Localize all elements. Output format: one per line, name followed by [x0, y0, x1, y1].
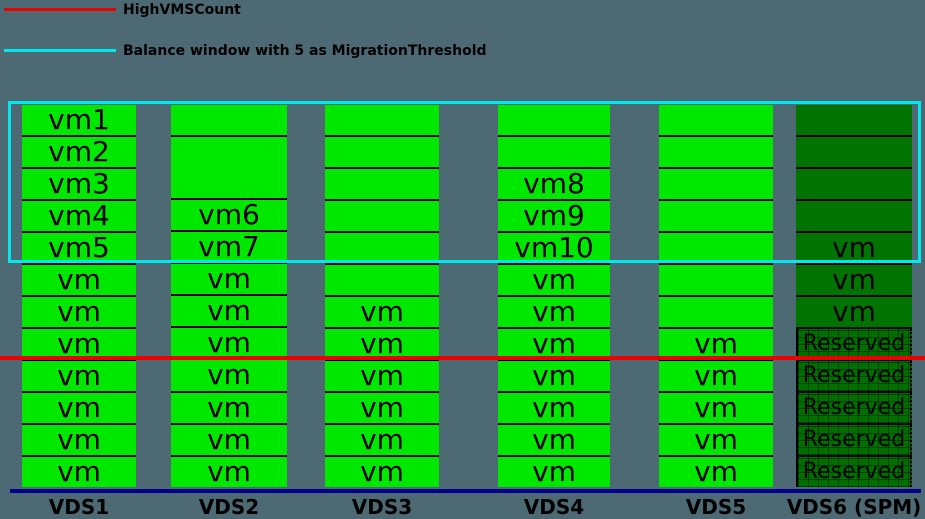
- empty-slot-cell: [659, 105, 773, 137]
- vm-cell: vm: [171, 456, 287, 488]
- vm-cell: vm: [325, 297, 439, 329]
- vm-cell: vm9: [498, 201, 610, 233]
- empty-slot-cell: [325, 137, 439, 169]
- host-column-vds1: vm1 vm2 vm3 vm4 vm5 vm vm vm vm vm vm vm: [22, 105, 136, 487]
- vm-cell: vm: [22, 297, 136, 329]
- vm-cell: vm: [171, 328, 287, 361]
- vm-cell: vm: [22, 425, 136, 457]
- vm-cell: vm: [325, 361, 439, 393]
- vm-cell: vm: [171, 263, 287, 297]
- host-column-vds2: vm6 vm7 vm vm vm vm vm vm vm: [171, 105, 287, 488]
- host-label-vds6-spm: VDS6 (SPM): [786, 495, 922, 519]
- vm-cell: vm: [659, 329, 773, 361]
- vm-cell: vm: [498, 425, 610, 457]
- host-column-vds3: vm vm vm vm vm vm: [325, 105, 439, 487]
- vm-cell: vm: [22, 329, 136, 361]
- empty-slot-cell: [171, 105, 287, 138]
- empty-slot-cell: [325, 265, 439, 297]
- vm-cell: vm: [498, 457, 610, 487]
- empty-slot-cell: [325, 105, 439, 137]
- empty-slot-cell: [659, 137, 773, 169]
- empty-slot-cell: [659, 297, 773, 329]
- empty-slot-cell: [325, 169, 439, 201]
- empty-slot-cell: [659, 233, 773, 265]
- empty-slot-cell: [796, 137, 912, 169]
- empty-slot-cell: [659, 201, 773, 233]
- vm-cell: vm: [498, 265, 610, 297]
- empty-slot-cell: [325, 201, 439, 233]
- empty-slot-cell: [498, 137, 610, 169]
- host-column-vds4: vm8 vm9 vm10 vm vm vm vm vm vm vm: [498, 105, 610, 487]
- balance-window-legend-line: [4, 49, 116, 52]
- vm-cell: vm: [22, 393, 136, 425]
- vm-cell: vm3: [22, 169, 136, 201]
- vm-cell: vm4: [22, 201, 136, 233]
- hosts-baseline: [10, 489, 921, 493]
- empty-slot-cell: [796, 201, 912, 233]
- vm-cell: vm: [659, 393, 773, 425]
- vm-cell: vm: [171, 296, 287, 329]
- host-label-vds3: VDS3: [351, 495, 413, 519]
- host-column-vds5: vm vm vm vm vm: [659, 105, 773, 487]
- high-vms-count-legend-line: [4, 8, 116, 11]
- vm-cell: vm: [22, 457, 136, 487]
- vm-cell: vm: [659, 457, 773, 487]
- empty-slot-cell: [796, 105, 912, 137]
- reserved-cell: Reserved: [796, 329, 912, 361]
- vm-cell: vm: [22, 265, 136, 297]
- legend-label: Balance window with 5 as MigrationThresh…: [123, 43, 487, 59]
- vm-cell: vm7: [171, 231, 287, 264]
- vm-cell: vm: [171, 392, 287, 425]
- vm-cell: vm6: [171, 199, 287, 232]
- vm-cell: vm: [659, 361, 773, 393]
- empty-slot-cell: [796, 169, 912, 201]
- high-vms-count-line: [0, 356, 925, 360]
- host-label-vds2: VDS2: [198, 495, 260, 519]
- reserved-cell: Reserved: [796, 425, 912, 457]
- empty-slot-cell: [498, 105, 610, 137]
- vm-cell: vm: [325, 425, 439, 457]
- host-label-vds4: VDS4: [523, 495, 585, 519]
- empty-slot-cell: [171, 137, 287, 200]
- reserved-cell: Reserved: [796, 457, 912, 487]
- vm-cell: vm: [659, 425, 773, 457]
- empty-slot-cell: [659, 169, 773, 201]
- vm-cell: vm1: [22, 105, 136, 137]
- balance-window-outline: [8, 101, 921, 263]
- vm-cell: vm5: [22, 233, 136, 265]
- vm-cell: vm: [171, 424, 287, 457]
- vm-cell: vm: [498, 393, 610, 425]
- empty-slot-cell: [659, 265, 773, 297]
- host-column-vds6-spm: vm vm vm Reserved Reserved Reserved Reserved Re…: [796, 105, 912, 487]
- vm-cell: vm: [22, 361, 136, 393]
- vm-cell: vm: [796, 233, 912, 265]
- vm-cell: vm8: [498, 169, 610, 201]
- reserved-cell: Reserved: [796, 361, 912, 393]
- legend-label: HighVMSCount: [123, 2, 241, 18]
- vm-cell: vm: [796, 265, 912, 297]
- vm-cell: vm: [325, 329, 439, 361]
- vm-cell: vm: [796, 297, 912, 329]
- vm-cell: vm: [325, 457, 439, 487]
- vm-cell: vm: [498, 329, 610, 361]
- host-label-vds1: VDS1: [48, 495, 110, 519]
- reserved-cell: Reserved: [796, 393, 912, 425]
- empty-slot-cell: [325, 233, 439, 265]
- vm-cell: vm2: [22, 137, 136, 169]
- host-label-vds5: VDS5: [685, 495, 747, 519]
- vm-cell: vm: [171, 360, 287, 393]
- vm-cell: vm: [498, 297, 610, 329]
- vm-cell: vm10: [498, 233, 610, 265]
- vm-cell: vm: [498, 361, 610, 393]
- vm-cell: vm: [325, 393, 439, 425]
